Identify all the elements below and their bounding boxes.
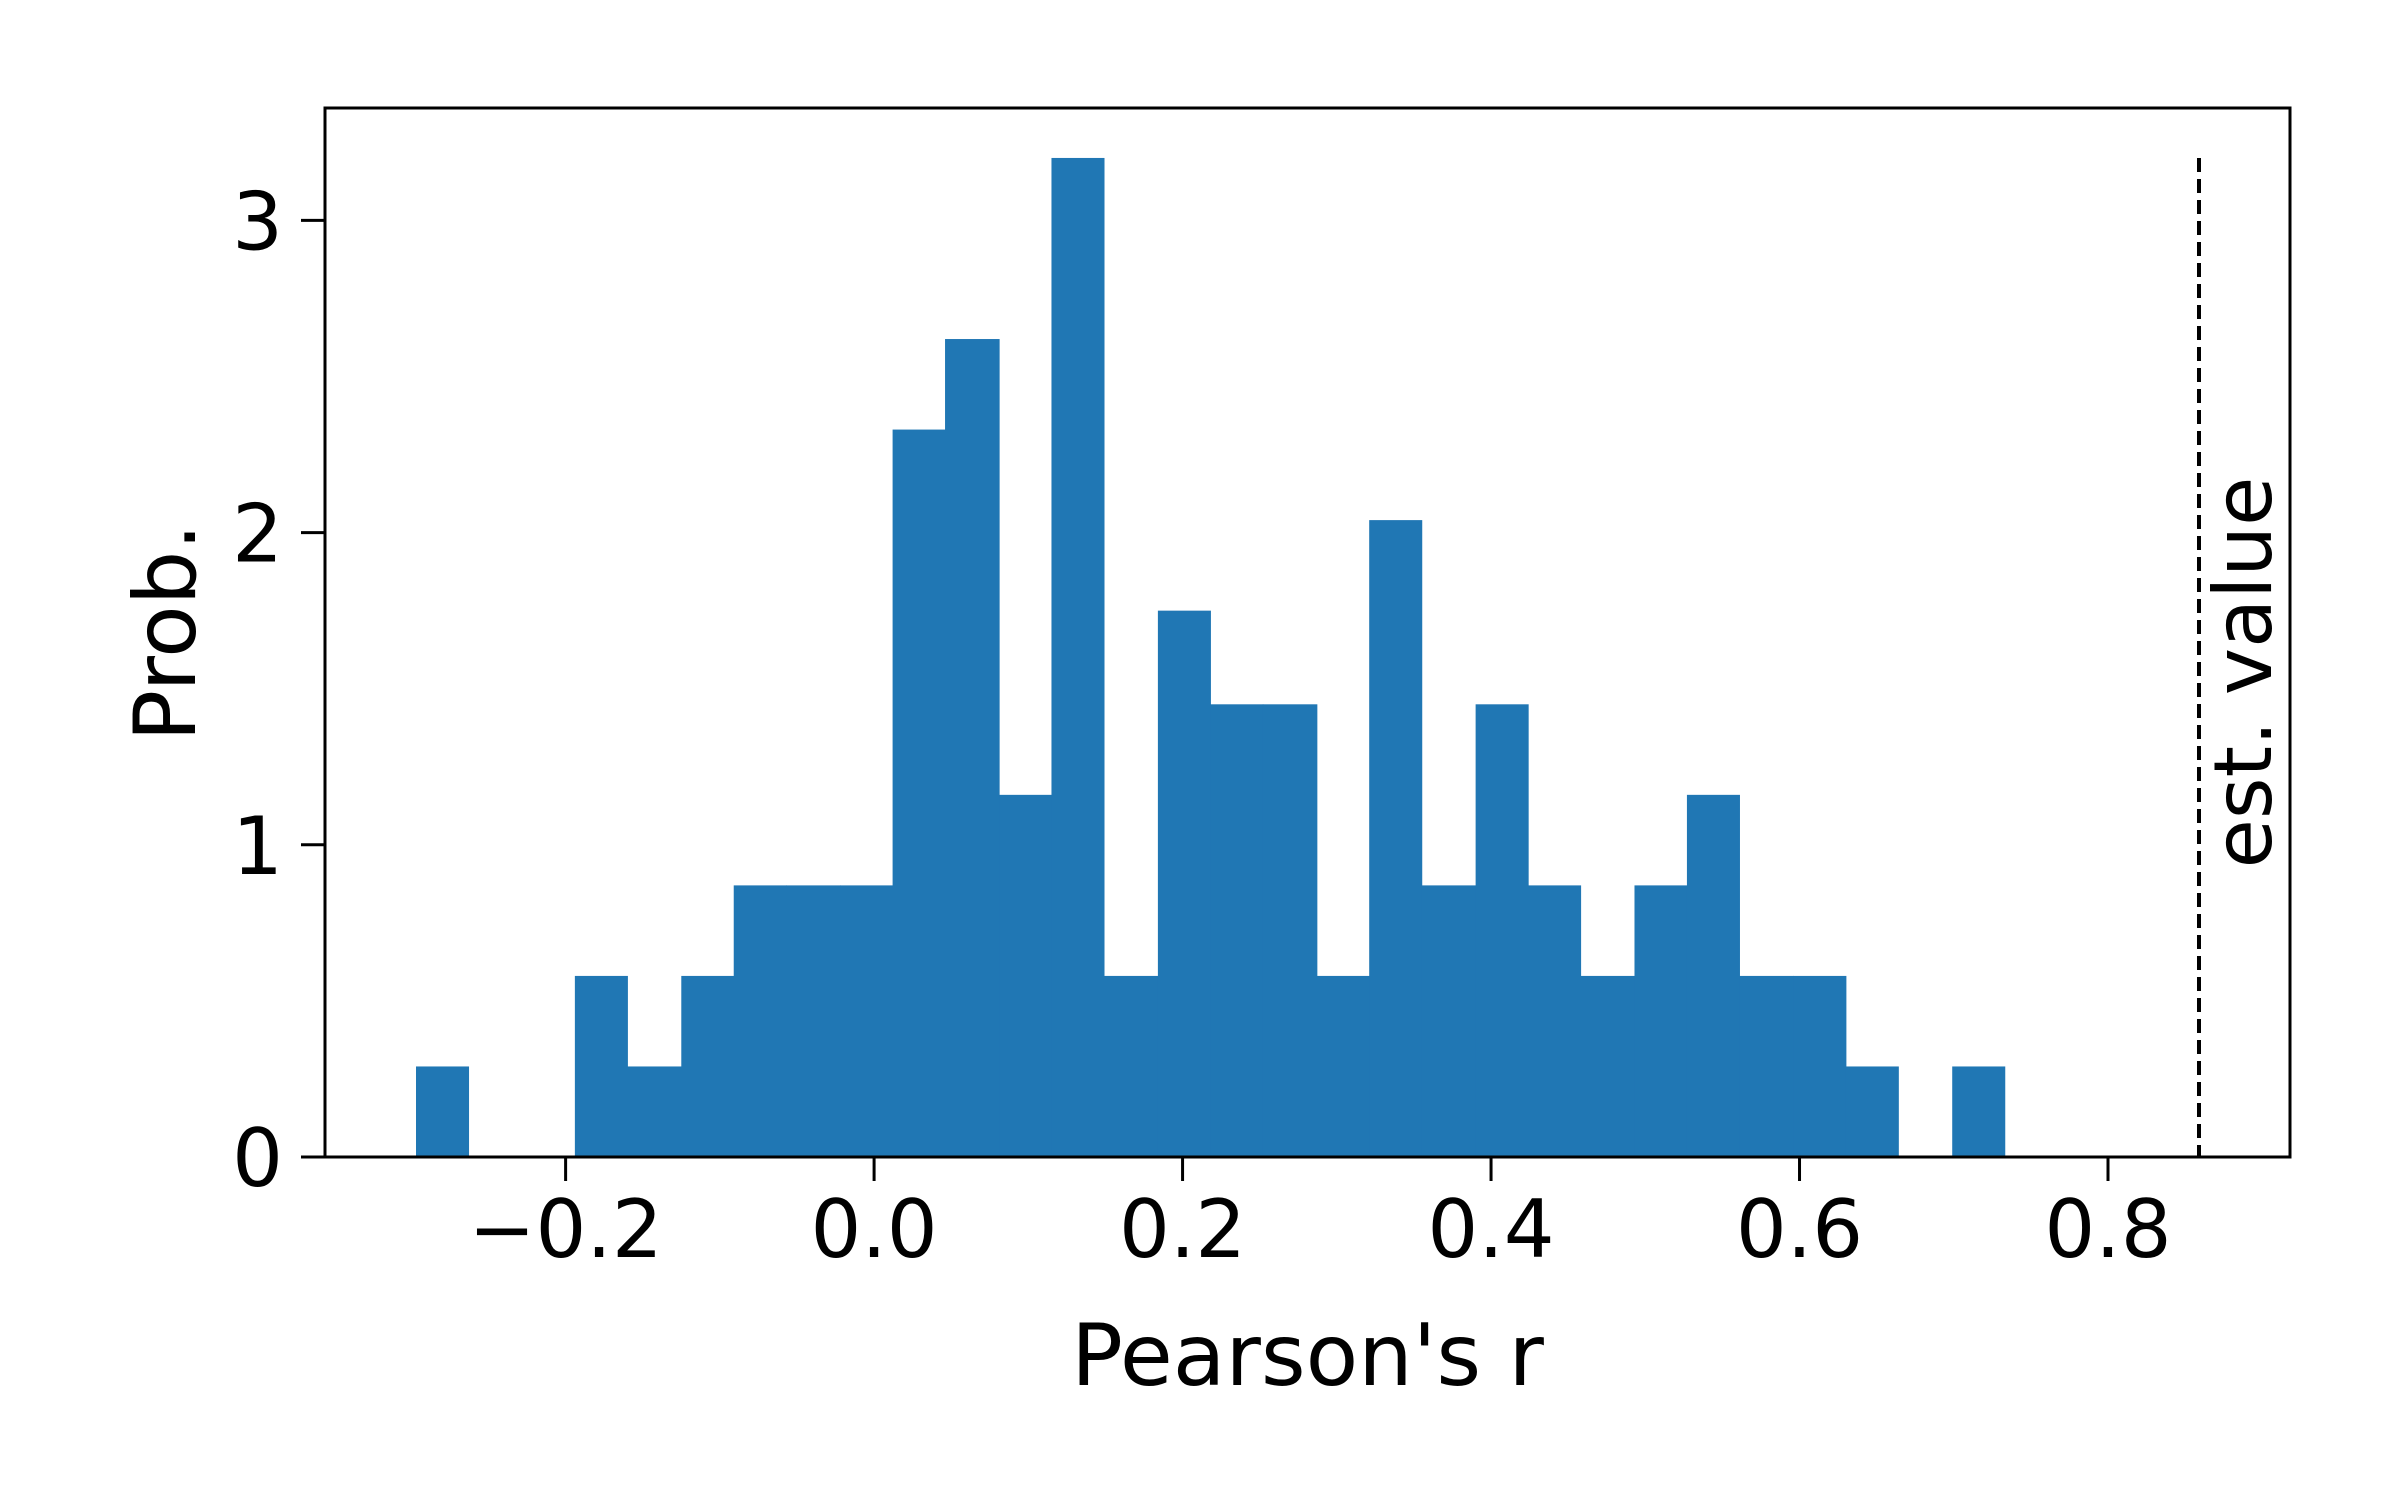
x-tick-label: −0.2 (468, 1183, 662, 1276)
histogram-bar (1103, 975, 1159, 1157)
y-axis-label: Prob. (116, 523, 216, 741)
x-tick-label: 0.4 (1427, 1183, 1554, 1276)
y-tick-label: 1 (232, 800, 283, 893)
histogram-bar (1580, 975, 1636, 1157)
histogram-bar (1316, 975, 1370, 1157)
histogram-bar (892, 429, 946, 1157)
histogram-bar (1793, 975, 1847, 1157)
x-axis-ticks: −0.2 0.0 0.2 0.4 0.6 0.8 (468, 1157, 2172, 1276)
histogram-bar (1421, 885, 1477, 1157)
histogram-bar (1845, 1066, 1899, 1157)
histogram-bar (999, 794, 1053, 1157)
histogram-bar (1952, 1066, 2006, 1157)
histogram-bar (1210, 704, 1264, 1157)
y-axis-ticks: 0 1 2 3 (232, 175, 325, 1205)
histogram-bar (1369, 520, 1423, 1157)
x-tick-label: 0.8 (2044, 1183, 2171, 1276)
plot-frame (323, 106, 2292, 1159)
histogram-bar (1686, 794, 1740, 1157)
histogram-bar (681, 975, 735, 1157)
x-axis-label: Pearson's r (1071, 1306, 1544, 1406)
histogram-bar (574, 975, 628, 1157)
reference-line-label: est. value (2197, 477, 2290, 869)
histogram-bar (1157, 610, 1211, 1157)
histogram-bar (627, 1066, 682, 1157)
bars-layer (416, 157, 2006, 1157)
histogram-bar (1634, 885, 1688, 1157)
x-tick-label: 0.2 (1119, 1183, 1246, 1276)
histogram-bar (416, 1066, 470, 1157)
histogram-bar (1051, 157, 1105, 1157)
histogram-bar (1475, 704, 1529, 1157)
y-tick-label: 2 (232, 488, 283, 581)
x-tick-label: 0.6 (1736, 1183, 1863, 1276)
histogram-bar (945, 339, 1000, 1157)
histogram-bar (733, 885, 787, 1157)
y-tick-label: 0 (232, 1112, 283, 1205)
histogram-bar (840, 885, 894, 1157)
histogram-bar (1262, 704, 1318, 1157)
x-tick-label: 0.0 (810, 1183, 937, 1276)
y-tick-label: 3 (232, 175, 283, 268)
histogram-bar (786, 885, 841, 1157)
histogram-bar (1528, 885, 1582, 1157)
histogram-bar (1739, 975, 1794, 1157)
